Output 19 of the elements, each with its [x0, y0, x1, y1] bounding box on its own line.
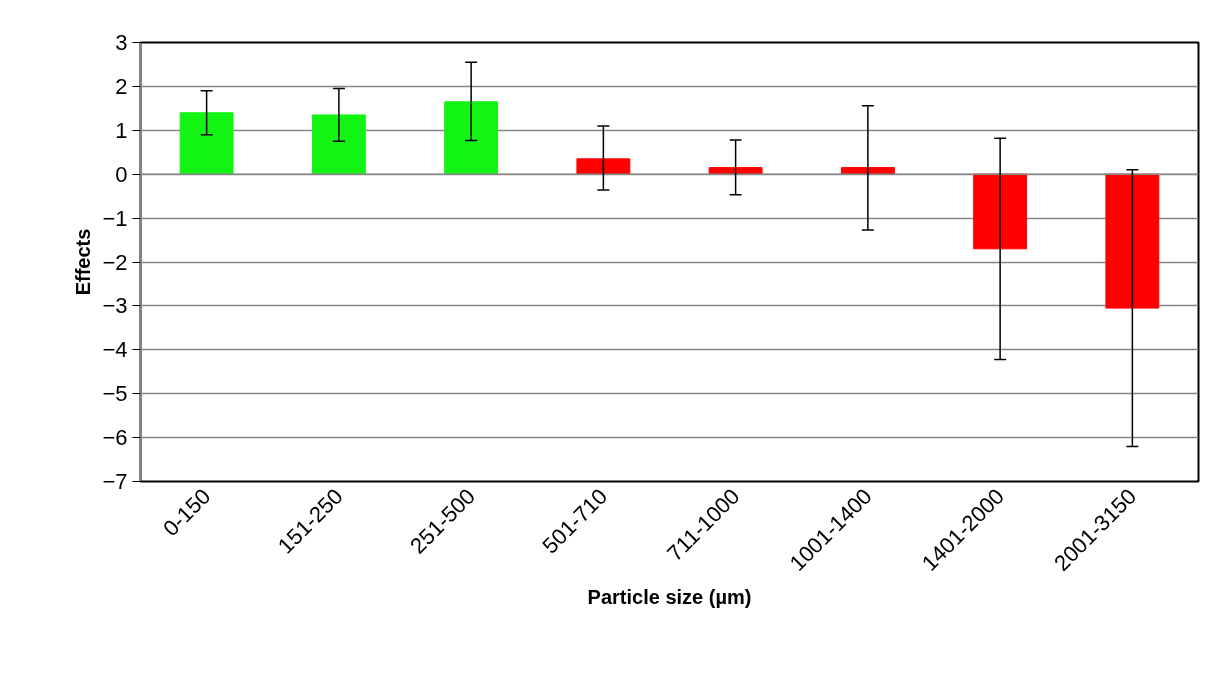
bar: [1105, 173, 1160, 309]
bar: [311, 114, 366, 175]
bar: [576, 158, 631, 175]
y-tick-label: −1: [102, 205, 128, 231]
y-tick-label: 2: [115, 73, 128, 99]
y-tick-label: −3: [102, 293, 128, 319]
y-tick-label: −6: [102, 425, 128, 451]
x-axis-title: Particle size (µm): [587, 585, 752, 608]
y-tick-label: 0: [115, 161, 128, 187]
y-tick-label: −5: [102, 381, 128, 407]
y-tick-label: −4: [102, 337, 128, 363]
bar: [179, 112, 234, 175]
bar: [444, 101, 499, 175]
y-tick-label: −2: [102, 249, 128, 275]
y-tick-label: 1: [115, 117, 128, 143]
y-axis-title: Effects: [72, 228, 95, 296]
y-tick-label: 3: [115, 30, 128, 55]
bar: [973, 173, 1028, 250]
y-tick-label: −7: [102, 469, 128, 494]
